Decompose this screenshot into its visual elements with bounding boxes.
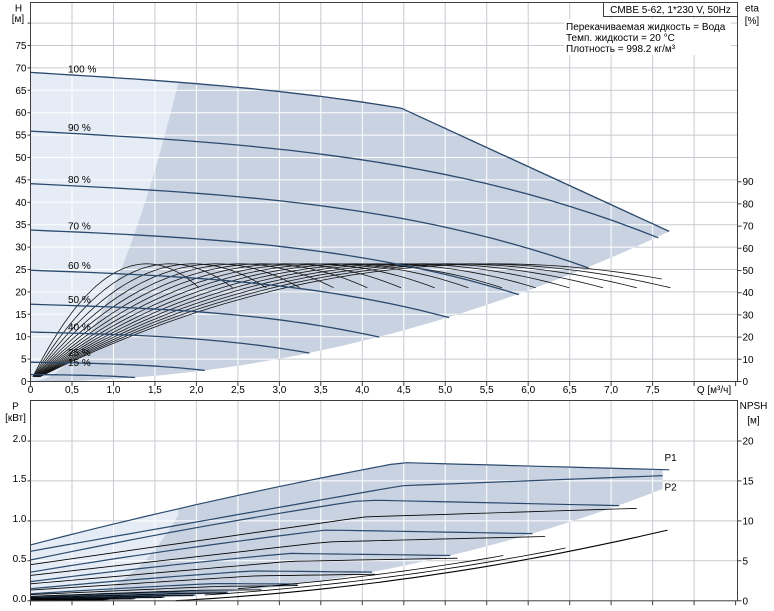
- svg-text:50 %: 50 %: [68, 295, 91, 306]
- svg-text:15 %: 15 %: [68, 358, 91, 369]
- svg-text:0,5: 0,5: [65, 385, 79, 396]
- svg-text:75: 75: [15, 41, 27, 52]
- svg-text:Плотность = 998.2 кг/м³: Плотность = 998.2 кг/м³: [566, 44, 676, 55]
- svg-text:Q [м³/ч]: Q [м³/ч]: [697, 385, 732, 396]
- svg-text:60: 60: [15, 108, 27, 119]
- svg-text:0: 0: [21, 377, 27, 388]
- svg-text:100 %: 100 %: [68, 65, 96, 76]
- svg-text:50: 50: [743, 266, 755, 277]
- svg-text:40 %: 40 %: [68, 322, 91, 333]
- svg-text:40: 40: [743, 288, 755, 299]
- svg-text:25 %: 25 %: [68, 348, 91, 359]
- svg-text:25: 25: [15, 265, 27, 276]
- svg-text:[кВт]: [кВт]: [5, 413, 26, 424]
- svg-text:30: 30: [743, 310, 755, 321]
- svg-text:[м]: [м]: [12, 14, 25, 25]
- svg-text:1.0: 1.0: [13, 514, 27, 525]
- svg-text:80 %: 80 %: [68, 175, 91, 186]
- svg-text:[м]: [м]: [747, 416, 760, 427]
- svg-text:6,0: 6,0: [521, 385, 535, 396]
- svg-text:0: 0: [743, 377, 749, 388]
- svg-text:15: 15: [15, 310, 27, 321]
- svg-text:3,0: 3,0: [272, 385, 286, 396]
- svg-text:CMBE 5-62, 1*230 V, 50Hz: CMBE 5-62, 1*230 V, 50Hz: [610, 5, 731, 16]
- svg-text:7,5: 7,5: [646, 385, 660, 396]
- svg-text:35: 35: [15, 220, 27, 231]
- svg-text:20: 20: [15, 287, 27, 298]
- svg-text:6,5: 6,5: [563, 385, 577, 396]
- svg-text:2.0: 2.0: [13, 434, 27, 445]
- svg-text:5: 5: [743, 556, 749, 567]
- svg-text:H: H: [15, 4, 22, 15]
- svg-text:5,0: 5,0: [438, 385, 452, 396]
- svg-text:0: 0: [28, 385, 34, 396]
- svg-text:20: 20: [743, 333, 755, 344]
- svg-text:45: 45: [15, 175, 27, 186]
- svg-text:15: 15: [743, 476, 755, 487]
- svg-text:70: 70: [743, 222, 755, 233]
- svg-text:3,5: 3,5: [314, 385, 328, 396]
- svg-text:Перекачиваемая жидкость = Вода: Перекачиваемая жидкость = Вода: [566, 22, 726, 33]
- svg-text:5,5: 5,5: [480, 385, 494, 396]
- svg-text:P1: P1: [665, 453, 678, 464]
- svg-text:60: 60: [743, 244, 755, 255]
- svg-text:1,0: 1,0: [107, 385, 121, 396]
- svg-text:Темп. жидкости = 20 °C: Темп. жидкости = 20 °C: [566, 33, 675, 44]
- svg-text:4,5: 4,5: [397, 385, 411, 396]
- svg-text:55: 55: [15, 131, 27, 142]
- svg-text:90 %: 90 %: [68, 123, 91, 134]
- svg-text:4,0: 4,0: [355, 385, 369, 396]
- svg-text:P2: P2: [665, 483, 678, 494]
- svg-text:20: 20: [743, 437, 755, 448]
- svg-text:70: 70: [15, 63, 27, 74]
- svg-text:50: 50: [15, 153, 27, 164]
- svg-text:65: 65: [15, 86, 27, 97]
- svg-text:0: 0: [743, 596, 749, 607]
- svg-text:0.0: 0.0: [13, 594, 27, 605]
- svg-text:[%]: [%]: [745, 16, 760, 27]
- svg-text:40: 40: [15, 198, 27, 209]
- svg-text:2,0: 2,0: [189, 385, 203, 396]
- svg-text:5: 5: [21, 355, 27, 366]
- svg-text:1.5: 1.5: [13, 474, 27, 485]
- svg-text:30: 30: [15, 243, 27, 254]
- svg-text:0.5: 0.5: [13, 554, 27, 565]
- svg-text:1,5: 1,5: [148, 385, 162, 396]
- svg-text:2,5: 2,5: [231, 385, 245, 396]
- svg-text:10: 10: [743, 355, 755, 366]
- svg-text:P: P: [12, 402, 19, 413]
- svg-text:10: 10: [15, 332, 27, 343]
- svg-text:90: 90: [743, 177, 755, 188]
- svg-text:eta: eta: [745, 4, 759, 15]
- svg-text:60 %: 60 %: [68, 261, 91, 272]
- svg-text:70 %: 70 %: [68, 221, 91, 232]
- svg-text:7,0: 7,0: [604, 385, 618, 396]
- svg-text:80: 80: [743, 199, 755, 210]
- svg-text:NPSH: NPSH: [740, 401, 768, 412]
- svg-text:10: 10: [743, 516, 755, 527]
